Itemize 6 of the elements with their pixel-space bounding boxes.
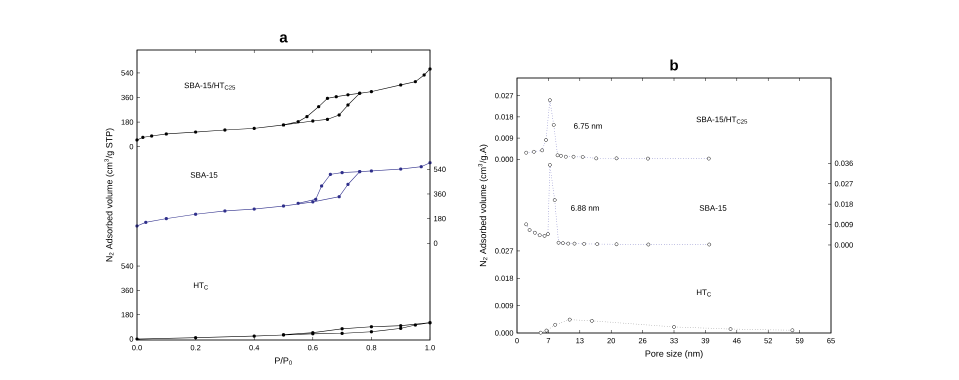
chart-title: b — [670, 60, 678, 70]
y-axis-title: N$_{2}$ Adsorbed volume (cm$^{3}$/g STP) — [104, 128, 114, 262]
y-axis-title: N$_{2}$ Adsorbed volume (cm$^{3}$/g.A) — [478, 144, 488, 266]
x-axis-title: Pore size (nm) — [646, 350, 703, 359]
x-axis-title: P/P$_{0}$ — [275, 357, 292, 365]
chart-title: a — [280, 34, 288, 42]
